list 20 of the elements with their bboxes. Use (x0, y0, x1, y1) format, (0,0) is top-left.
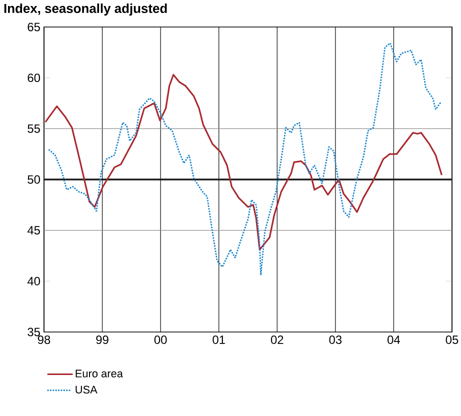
legend-label: Euro area (76, 370, 123, 378)
legend-label: USA (76, 386, 98, 394)
y-tick-label: 45 (27, 226, 40, 234)
x-tick-label: 99 (96, 336, 108, 344)
x-tick-label: 00 (154, 336, 167, 344)
x-tick-label: 02 (270, 336, 284, 344)
y-tick-label: 40 (27, 276, 40, 286)
x-tick-label: 98 (38, 336, 50, 344)
x-tick-label: 01 (212, 336, 225, 344)
y-tick-label: 35 (28, 328, 40, 336)
y-tick-label: 50 (28, 175, 40, 184)
y-tick-label: 65 (28, 22, 40, 32)
line-series (48, 42, 442, 276)
x-tick-label: 03 (329, 336, 342, 344)
chart-title: Index, seasonally adjusted (4, 4, 167, 16)
y-tick-label: 55 (28, 124, 40, 133)
x-tick-label: 04 (388, 336, 400, 344)
line-series (44, 74, 442, 250)
x-tick-label: 05 (446, 336, 458, 344)
y-tick-label: 60 (28, 74, 40, 82)
